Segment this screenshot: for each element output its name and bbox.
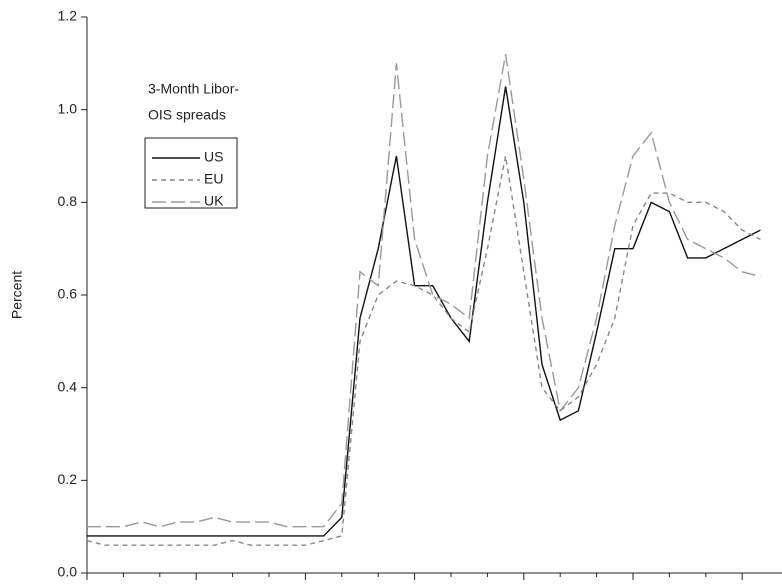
- y-tick-label: 0.4: [58, 378, 78, 394]
- x-tick-label: Apr 07: [176, 584, 217, 586]
- x-tick-label: Jul 08: [724, 584, 762, 586]
- x-tick-label: Jan 07: [66, 584, 108, 586]
- y-tick-label: 0.2: [58, 471, 78, 487]
- legend-label: US: [204, 149, 223, 165]
- legend-label: UK: [204, 193, 224, 209]
- series-line: [87, 53, 761, 528]
- y-tick-label: 1.2: [58, 8, 78, 24]
- y-tick-label: 0.6: [58, 286, 78, 302]
- series-line: [87, 86, 761, 537]
- y-axis-label: Percent: [9, 271, 25, 319]
- legend-box: [144, 137, 238, 209]
- y-tick-label: 0.8: [58, 193, 78, 209]
- x-tick-label: Jul 07: [287, 584, 325, 586]
- legend-title: 3-Month Libor-: [148, 81, 239, 97]
- x-tick-label: Oct 07: [394, 584, 435, 586]
- y-tick-label: 1.0: [58, 100, 78, 116]
- series-line: [86, 155, 761, 546]
- legend-title: OIS spreads: [148, 107, 226, 123]
- legend-label: EU: [204, 171, 223, 187]
- x-tick-label: Apr 08: [612, 584, 653, 586]
- x-tick-label: Jan 08: [503, 584, 545, 586]
- y-tick-label: 0.0: [58, 564, 78, 580]
